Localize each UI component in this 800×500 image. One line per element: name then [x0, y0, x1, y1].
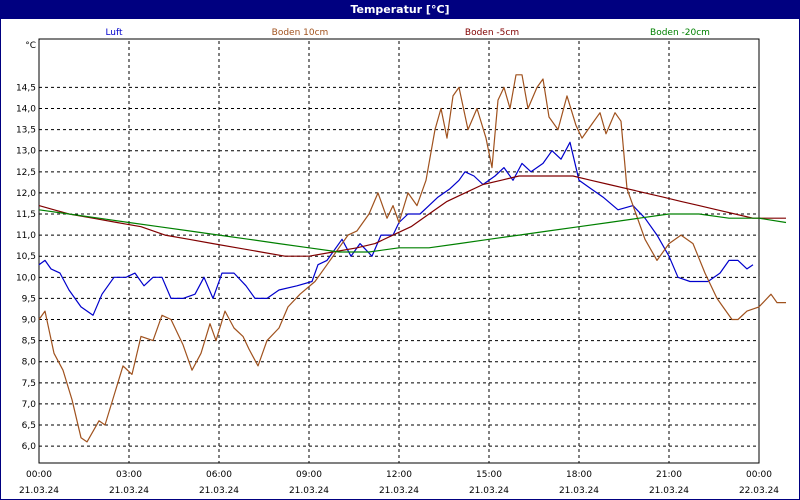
legend-entry: Boden -5cm: [465, 28, 519, 38]
chart-title: Temperatur [°C]: [1, 1, 799, 19]
y-tick-label: 12,5: [16, 168, 36, 178]
y-tick-label: 10,0: [16, 273, 36, 283]
x-tick-date: 22.03.24: [739, 486, 779, 496]
x-tick-time: 09:00: [296, 470, 322, 480]
y-tick-label: 13,0: [16, 147, 36, 157]
x-tick-time: 18:00: [566, 470, 592, 480]
series-line: [38, 141, 754, 316]
x-tick-time: 00:00: [26, 470, 52, 480]
x-tick-date: 21.03.24: [199, 486, 239, 496]
series-line: [38, 175, 786, 257]
x-tick-date: 21.03.24: [19, 486, 59, 496]
legend-entry: Luft: [105, 28, 123, 38]
y-tick-label: 11,0: [16, 231, 36, 241]
x-tick-time: 06:00: [206, 470, 232, 480]
y-tick-label: 8,0: [22, 358, 37, 368]
x-tick-time: 21:00: [656, 470, 682, 480]
legend-entry: Boden -20cm: [650, 28, 710, 38]
series-line: [38, 74, 786, 443]
y-tick-label: 11,5: [16, 210, 36, 220]
y-tick-label: 12,0: [16, 189, 36, 199]
x-tick-time: 00:00: [746, 470, 772, 480]
y-tick-label: 7,0: [22, 400, 37, 410]
y-tick-label: 9,5: [22, 294, 36, 304]
y-tick-label: 13,5: [16, 126, 36, 136]
y-tick-label: 6,5: [22, 421, 36, 431]
legend-entry: Boden 10cm: [272, 28, 329, 38]
x-tick-date: 21.03.24: [379, 486, 419, 496]
x-tick-time: 12:00: [386, 470, 412, 480]
y-tick-label: 8,5: [22, 337, 36, 347]
series-line: [38, 209, 787, 253]
y-axis-unit: °C: [25, 41, 36, 51]
y-tick-label: 9,0: [22, 316, 37, 326]
x-tick-date: 21.03.24: [559, 486, 599, 496]
x-tick-time: 03:00: [116, 470, 142, 480]
x-tick-date: 21.03.24: [649, 486, 689, 496]
x-tick-time: 15:00: [476, 470, 502, 480]
y-tick-label: 7,5: [22, 379, 36, 389]
y-tick-label: 14,5: [16, 83, 36, 93]
y-tick-label: 10,5: [16, 252, 36, 262]
x-tick-date: 21.03.24: [469, 486, 509, 496]
y-tick-label: 14,0: [16, 105, 36, 115]
x-tick-date: 21.03.24: [289, 486, 329, 496]
y-tick-label: 6,0: [22, 442, 37, 452]
x-tick-date: 21.03.24: [109, 486, 149, 496]
